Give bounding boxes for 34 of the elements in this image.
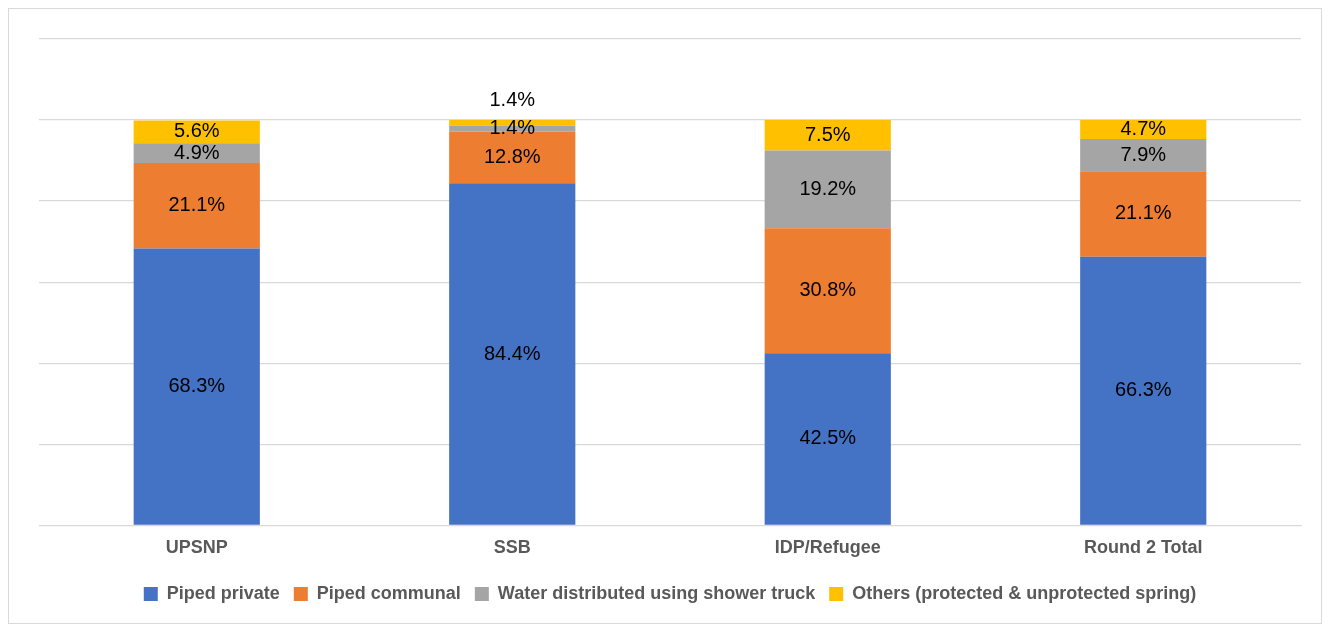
bar	[764, 150, 891, 229]
bar	[1080, 171, 1207, 257]
data-label: 7.9%	[1120, 142, 1167, 165]
data-label: 4.9%	[173, 140, 220, 163]
bar	[764, 353, 891, 525]
bar	[133, 248, 260, 525]
data-label: 66.3%	[1114, 378, 1172, 401]
legend-label: Water distributed using shower truck	[497, 582, 817, 603]
data-label: 21.1%	[168, 193, 226, 216]
bar	[133, 163, 260, 249]
data-label: 12.8%	[483, 144, 541, 167]
legend-label: Piped communal	[316, 582, 461, 603]
data-label: 4.7%	[1120, 117, 1167, 140]
bar	[449, 183, 576, 525]
x-tick-label: SSB	[493, 537, 531, 558]
legend-label: Others (protected & unprotected spring)	[852, 582, 1197, 603]
data-label: 7.5%	[804, 122, 851, 145]
bar	[133, 120, 260, 144]
x-tick-label: IDP/Refugee	[774, 537, 881, 558]
bar	[764, 228, 891, 354]
legend-label: Piped private	[166, 582, 280, 603]
bar	[1080, 139, 1207, 172]
x-tick-label: UPSNP	[165, 537, 228, 558]
bar	[764, 120, 891, 151]
data-label: 68.3%	[168, 374, 226, 397]
bar	[1080, 256, 1207, 525]
data-label: 1.4%	[489, 87, 536, 110]
data-label: 21.1%	[1114, 201, 1172, 224]
data-label: 84.4%	[483, 341, 541, 364]
data-label: 5.6%	[173, 119, 220, 142]
data-label: 42.5%	[799, 426, 857, 449]
x-tick-label: Round 2 Total	[1083, 537, 1203, 558]
data-label: 30.8%	[799, 278, 857, 301]
data-label: 19.2%	[799, 176, 857, 199]
